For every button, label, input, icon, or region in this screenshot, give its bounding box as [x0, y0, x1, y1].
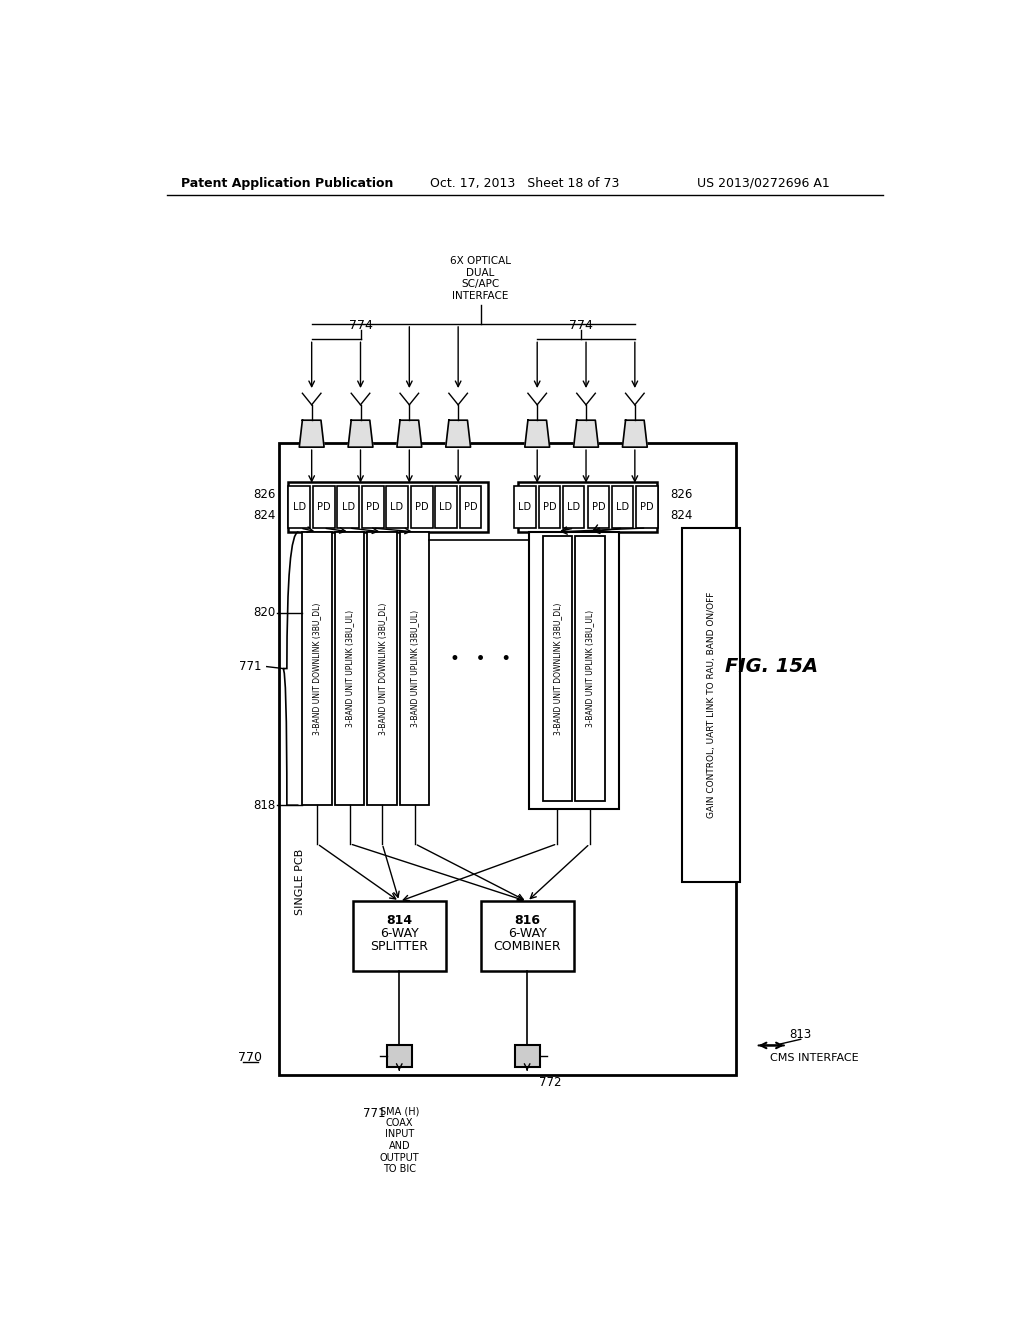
Text: 824: 824 — [253, 508, 275, 521]
Bar — [539, 486, 560, 528]
Text: 774: 774 — [569, 319, 593, 333]
Text: 6-WAY: 6-WAY — [508, 927, 547, 940]
Text: 6X OPTICAL
DUAL
SC/APC
INTERFACE: 6X OPTICAL DUAL SC/APC INTERFACE — [451, 256, 511, 301]
Bar — [480, 902, 573, 970]
Text: 820: 820 — [253, 606, 275, 619]
Bar — [289, 482, 488, 532]
Text: LD: LD — [615, 502, 629, 512]
Bar — [543, 536, 572, 801]
Text: GAIN CONTROL, UART LINK TO RAU, BAND ON/OFF: GAIN CONTROL, UART LINK TO RAU, BAND ON/… — [707, 591, 716, 818]
Bar — [611, 486, 633, 528]
Text: LD: LD — [293, 502, 306, 512]
Text: 3-BAND UNIT DOWNLINK (3BU_DL): 3-BAND UNIT DOWNLINK (3BU_DL) — [553, 602, 562, 735]
Bar — [563, 486, 585, 528]
Text: PD: PD — [367, 502, 380, 512]
Bar — [335, 532, 365, 805]
Text: PD: PD — [640, 502, 654, 512]
Bar — [529, 532, 620, 809]
Bar — [460, 486, 481, 528]
Bar — [386, 486, 408, 528]
Bar — [682, 528, 740, 882]
Text: 826: 826 — [253, 488, 275, 502]
Bar — [313, 486, 335, 528]
Bar — [588, 486, 609, 528]
Bar — [352, 902, 445, 970]
Text: 818: 818 — [253, 799, 275, 812]
Text: 6-WAY: 6-WAY — [380, 927, 419, 940]
Polygon shape — [397, 420, 422, 447]
Bar — [400, 532, 429, 805]
Text: •   •   •: • • • — [451, 649, 511, 668]
Text: LD: LD — [342, 502, 354, 512]
Text: US 2013/0272696 A1: US 2013/0272696 A1 — [697, 177, 829, 190]
Text: LD: LD — [439, 502, 453, 512]
Text: PD: PD — [317, 502, 331, 512]
Text: 771: 771 — [239, 660, 261, 673]
Text: CMS INTERFACE: CMS INTERFACE — [770, 1053, 858, 1063]
Text: LD: LD — [567, 502, 581, 512]
Text: 770: 770 — [239, 1051, 262, 1064]
Text: 3-BAND UNIT DOWNLINK (3BU_DL): 3-BAND UNIT DOWNLINK (3BU_DL) — [378, 602, 387, 735]
Bar — [514, 486, 536, 528]
Text: 3-BAND UNIT UPLINK (3BU_UL): 3-BAND UNIT UPLINK (3BU_UL) — [411, 610, 419, 727]
Bar — [302, 532, 332, 805]
Text: 771: 771 — [364, 1106, 386, 1119]
Text: 816: 816 — [514, 915, 540, 927]
Bar — [515, 1045, 540, 1067]
Text: COMBINER: COMBINER — [494, 940, 561, 953]
Text: Patent Application Publication: Patent Application Publication — [180, 177, 393, 190]
Bar — [362, 486, 384, 528]
Text: 814: 814 — [386, 915, 413, 927]
Polygon shape — [445, 420, 471, 447]
Text: LD: LD — [518, 502, 531, 512]
Text: Oct. 17, 2013   Sheet 18 of 73: Oct. 17, 2013 Sheet 18 of 73 — [430, 177, 620, 190]
Bar — [289, 486, 310, 528]
Text: 774: 774 — [348, 319, 373, 333]
Text: PD: PD — [464, 502, 477, 512]
Bar — [368, 532, 397, 805]
Polygon shape — [348, 420, 373, 447]
Text: SPLITTER: SPLITTER — [371, 940, 428, 953]
Text: SMA (H)
COAX
INPUT
AND
OUTPUT
TO BIC: SMA (H) COAX INPUT AND OUTPUT TO BIC — [380, 1106, 419, 1175]
Polygon shape — [573, 420, 598, 447]
Text: 3-BAND UNIT UPLINK (3BU_UL): 3-BAND UNIT UPLINK (3BU_UL) — [586, 610, 594, 727]
Bar — [411, 486, 432, 528]
Text: 813: 813 — [790, 1028, 812, 1041]
Bar — [636, 486, 658, 528]
Polygon shape — [524, 420, 550, 447]
Text: 772: 772 — [539, 1076, 561, 1089]
Text: PD: PD — [415, 502, 428, 512]
Bar — [575, 536, 604, 801]
Bar — [435, 486, 457, 528]
Text: PD: PD — [592, 502, 605, 512]
Text: 824: 824 — [671, 508, 693, 521]
Bar — [280, 444, 736, 1074]
Bar — [518, 482, 657, 532]
Bar — [337, 486, 359, 528]
Bar — [387, 1045, 412, 1067]
Text: 3-BAND UNIT DOWNLINK (3BU_DL): 3-BAND UNIT DOWNLINK (3BU_DL) — [312, 602, 322, 735]
Text: 3-BAND UNIT UPLINK (3BU_UL): 3-BAND UNIT UPLINK (3BU_UL) — [345, 610, 354, 727]
Text: LD: LD — [390, 502, 403, 512]
Text: SINGLE PCB: SINGLE PCB — [295, 849, 305, 915]
Polygon shape — [299, 420, 324, 447]
Text: FIG. 15A: FIG. 15A — [725, 657, 818, 676]
Polygon shape — [623, 420, 647, 447]
Text: 826: 826 — [671, 488, 693, 502]
Text: PD: PD — [543, 502, 556, 512]
